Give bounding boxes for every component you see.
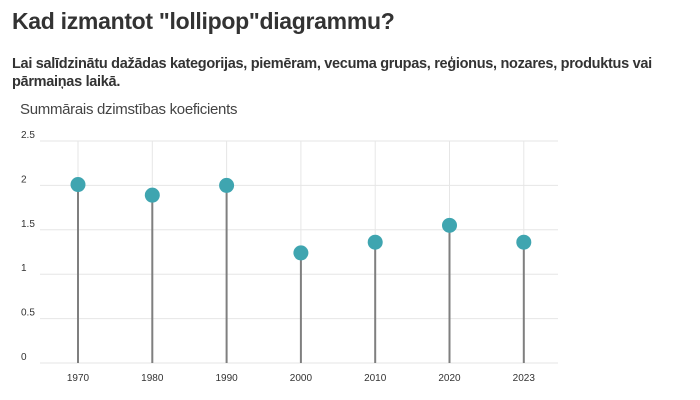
x-tick-label: 2020 (438, 373, 461, 384)
lollipop-marker (219, 177, 235, 193)
chart-subtitle: Lai salīdzinātu dažādas kategorijas, pie… (12, 56, 652, 90)
y-tick-label: 1 (21, 263, 27, 274)
y-tick-label: 0 (21, 352, 27, 363)
lollipop-marker (367, 234, 383, 250)
lollipop-marker (293, 245, 309, 261)
lollipop-marker (144, 187, 160, 203)
y-tick-label: 0.5 (21, 308, 35, 319)
y-tick-label: 1.5 (21, 219, 35, 230)
x-tick-label: 1970 (67, 373, 90, 384)
y-tick-label: 2 (21, 174, 27, 185)
lollipop-marker (70, 177, 86, 193)
x-tick-label: 2023 (513, 373, 536, 384)
x-tick-label: 2000 (290, 373, 313, 384)
x-tick-label: 1990 (215, 373, 238, 384)
chart-title: Kad izmantot "lollipop"diagrammu? (12, 8, 395, 34)
x-tick-label: 1980 (141, 373, 164, 384)
lollipop-marker (516, 234, 532, 250)
y-tick-label: 2.5 (21, 130, 35, 141)
lollipop-marker (442, 217, 457, 233)
x-tick-label: 2010 (364, 373, 387, 384)
y-axis-label: Summārais dzimstības koeficients (20, 101, 238, 118)
